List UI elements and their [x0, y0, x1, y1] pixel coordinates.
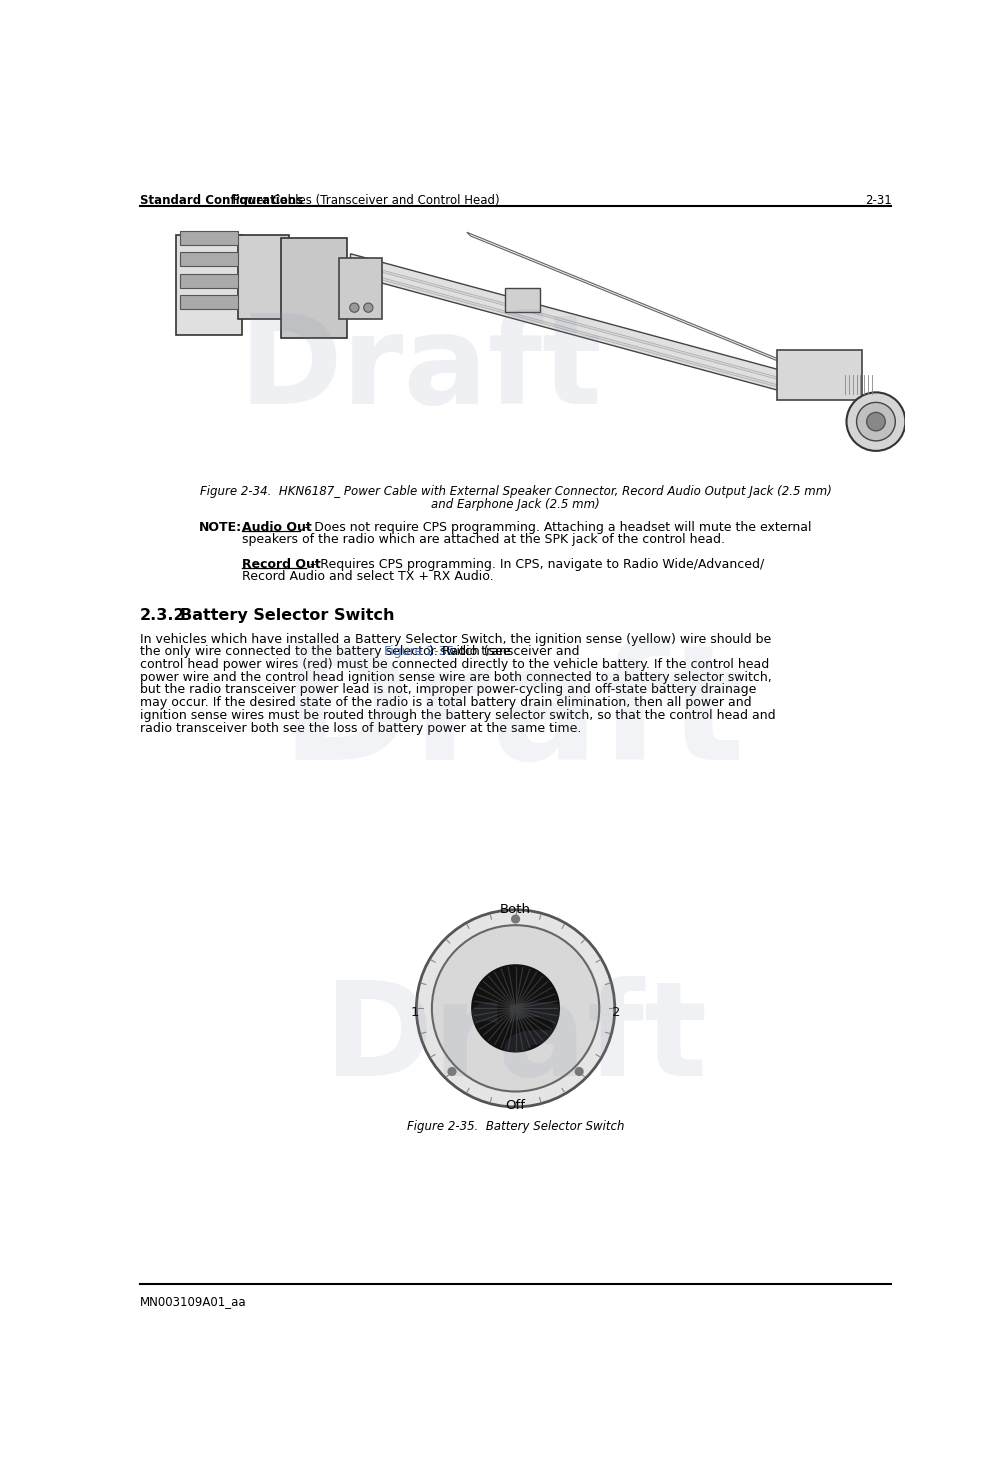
Text: 1: 1	[410, 1006, 420, 1019]
Text: NOTE:: NOTE:	[199, 521, 242, 533]
Bar	[176, 234, 242, 334]
Bar	[777, 351, 862, 401]
Circle shape	[364, 303, 373, 312]
Circle shape	[866, 412, 885, 432]
Circle shape	[472, 965, 559, 1052]
Circle shape	[416, 910, 615, 1106]
Text: 2-31: 2-31	[865, 194, 891, 206]
Text: – Requires CPS programming. In CPS, navigate to Radio Wide/Advanced/: – Requires CPS programming. In CPS, navi…	[306, 558, 764, 572]
Bar	[180, 252, 238, 267]
Polygon shape	[350, 253, 800, 396]
Text: Draft: Draft	[238, 309, 603, 430]
Circle shape	[575, 1068, 583, 1075]
Text: 2: 2	[612, 1006, 621, 1019]
Polygon shape	[350, 262, 800, 386]
Text: Figure 2-34.  HKN6187_ Power Cable with External Speaker Connector, Record Audio: Figure 2-34. HKN6187_ Power Cable with E…	[199, 485, 832, 498]
Text: radio transceiver both see the loss of battery power at the same time.: radio transceiver both see the loss of b…	[140, 722, 581, 735]
Text: the only wire connected to the battery selector switch (see: the only wire connected to the battery s…	[140, 645, 514, 658]
Text: Draft: Draft	[324, 975, 707, 1103]
Bar	[180, 296, 238, 309]
Text: Both: Both	[500, 903, 531, 916]
Bar	[339, 258, 381, 320]
Circle shape	[432, 925, 600, 1091]
Text: – Does not require CPS programming. Attaching a headset will mute the external: – Does not require CPS programming. Atta…	[300, 521, 812, 533]
Text: Standard Configurations: Standard Configurations	[140, 194, 303, 206]
Text: 2.3.2: 2.3.2	[140, 608, 185, 623]
Text: Draft: Draft	[281, 638, 745, 794]
Circle shape	[350, 303, 359, 312]
Text: but the radio transceiver power lead is not, improper power-cycling and off-stat: but the radio transceiver power lead is …	[140, 683, 757, 697]
Bar	[180, 231, 238, 245]
Circle shape	[448, 1068, 456, 1075]
Text: Record Out: Record Out	[242, 558, 321, 572]
Text: Audio Out: Audio Out	[242, 521, 312, 533]
Text: ). Radio transceiver and: ). Radio transceiver and	[429, 645, 579, 658]
Polygon shape	[350, 270, 800, 393]
Circle shape	[846, 392, 905, 451]
Text: MN003109A01_aa: MN003109A01_aa	[140, 1295, 246, 1308]
Bar	[180, 274, 238, 287]
Text: control head power wires (red) must be connected directly to the vehicle battery: control head power wires (red) must be c…	[140, 658, 769, 672]
Polygon shape	[467, 233, 804, 371]
Text: power wire and the control head ignition sense wire are both connected to a batt: power wire and the control head ignition…	[140, 670, 772, 683]
Text: Figure 2-35: Figure 2-35	[384, 645, 455, 658]
Text: In vehicles which have installed a Battery Selector Switch, the ignition sense (: In vehicles which have installed a Batte…	[140, 632, 771, 645]
Bar	[281, 239, 347, 339]
Bar	[505, 289, 540, 311]
Circle shape	[512, 915, 519, 924]
Text: may occur. If the desired state of the radio is a total battery drain eliminatio: may occur. If the desired state of the r…	[140, 697, 751, 709]
Circle shape	[856, 402, 895, 440]
Bar	[238, 234, 289, 320]
Text: Power Cables (Transceiver and Control Head): Power Cables (Transceiver and Control He…	[228, 194, 499, 206]
Text: Off: Off	[506, 1099, 525, 1112]
Text: speakers of the radio which are attached at the SPK jack of the control head.: speakers of the radio which are attached…	[242, 533, 725, 546]
Text: ignition sense wires must be routed through the battery selector switch, so that: ignition sense wires must be routed thro…	[140, 709, 776, 722]
Text: and Earphone Jack (2.5 mm): and Earphone Jack (2.5 mm)	[432, 498, 600, 511]
Text: Figure 2-35.  Battery Selector Switch: Figure 2-35. Battery Selector Switch	[406, 1119, 625, 1133]
Text: Record Audio and select TX + RX Audio.: Record Audio and select TX + RX Audio.	[242, 570, 494, 583]
Text: Battery Selector Switch: Battery Selector Switch	[180, 608, 394, 623]
